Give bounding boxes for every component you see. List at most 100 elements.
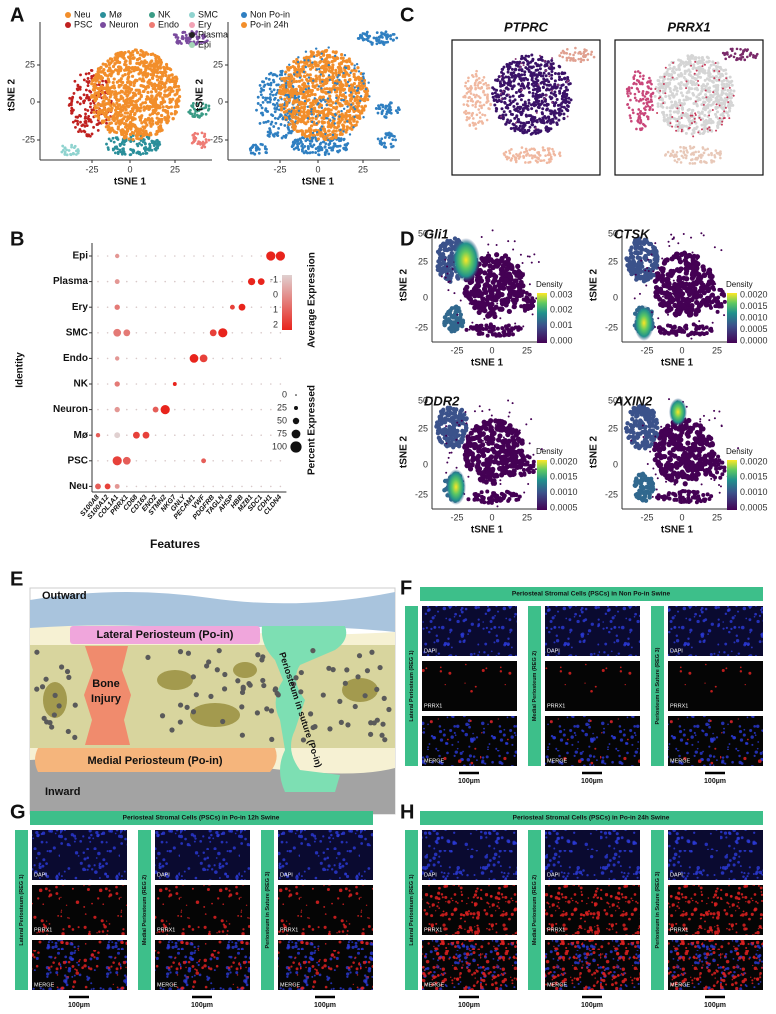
cell-dot bbox=[287, 98, 292, 103]
cell-dot bbox=[342, 107, 346, 111]
cell-dot bbox=[313, 93, 317, 97]
pore bbox=[275, 692, 281, 698]
cell-dot bbox=[96, 67, 101, 71]
cell-dot bbox=[521, 109, 525, 113]
cell-dot bbox=[296, 140, 300, 143]
pore bbox=[190, 709, 197, 715]
cell-dot bbox=[111, 136, 115, 140]
legend-label: Mø bbox=[109, 9, 122, 19]
cell-dot bbox=[362, 108, 366, 112]
cell-dot bbox=[157, 75, 161, 79]
cell-dot bbox=[276, 99, 280, 102]
cell-dot bbox=[589, 53, 593, 56]
cell-dot bbox=[119, 130, 124, 135]
cell-dot bbox=[259, 103, 263, 107]
cell-dot bbox=[102, 111, 107, 116]
cell-dot bbox=[259, 93, 263, 97]
cell-dot bbox=[550, 119, 554, 123]
cell-dot bbox=[350, 117, 354, 121]
cell-dot bbox=[273, 116, 277, 120]
cell-dot bbox=[315, 122, 318, 125]
cell-dot bbox=[137, 91, 141, 95]
cell-dot bbox=[160, 117, 164, 122]
cell-dot bbox=[144, 129, 148, 133]
y-tick-label: 25 bbox=[25, 59, 35, 69]
cell-dot bbox=[204, 112, 208, 116]
cell-dot bbox=[271, 93, 275, 97]
scatter bbox=[60, 30, 211, 157]
cell-dot bbox=[128, 132, 133, 137]
cell-dot bbox=[131, 91, 136, 95]
cell-dot bbox=[561, 92, 565, 96]
cell-dot bbox=[465, 92, 469, 95]
cell-dot bbox=[344, 143, 348, 146]
legend-swatch bbox=[189, 22, 195, 28]
cell-dot bbox=[68, 96, 72, 100]
x-tick-label: 0 bbox=[315, 164, 320, 174]
cell-dot bbox=[517, 72, 521, 76]
cell-dot bbox=[292, 142, 296, 146]
cell-dot bbox=[134, 106, 138, 110]
cell-dot bbox=[354, 123, 358, 127]
cell-dot bbox=[339, 66, 343, 71]
cell-dot bbox=[123, 62, 127, 67]
cell-dot bbox=[522, 86, 526, 90]
pore bbox=[221, 686, 228, 692]
cell-dot bbox=[645, 102, 649, 106]
cell-dot bbox=[73, 144, 77, 148]
cell-dot bbox=[517, 94, 521, 98]
cell-dot bbox=[129, 153, 133, 156]
cell-dot bbox=[309, 67, 313, 71]
cell-dot bbox=[297, 109, 301, 113]
panel-label: C bbox=[400, 4, 414, 26]
cell-dot bbox=[524, 104, 528, 108]
cell-dot bbox=[288, 114, 291, 118]
cell-dot bbox=[629, 92, 632, 95]
cell-dot bbox=[560, 51, 563, 55]
cell-dot bbox=[192, 107, 196, 111]
cell-dot bbox=[360, 111, 364, 115]
legend-label: SMC bbox=[198, 9, 219, 19]
cell-dot bbox=[87, 72, 91, 75]
cell-dot bbox=[163, 108, 167, 113]
cell-dot bbox=[162, 66, 167, 71]
cell-dot bbox=[63, 150, 67, 154]
cell-dot bbox=[63, 153, 67, 156]
cell-dot bbox=[100, 119, 105, 123]
cell-dot bbox=[249, 148, 253, 152]
cell-dot bbox=[530, 76, 534, 80]
cell-dot bbox=[552, 113, 556, 117]
pore bbox=[298, 689, 304, 695]
cell-dot bbox=[278, 103, 282, 107]
cell-dot bbox=[565, 58, 569, 62]
cell-dot bbox=[89, 120, 93, 124]
cell-dot bbox=[162, 83, 167, 88]
cell-dot bbox=[177, 88, 181, 92]
cell-dot bbox=[484, 81, 488, 85]
cell-dot bbox=[61, 144, 65, 148]
cell-dot bbox=[320, 89, 324, 93]
cell-dot bbox=[530, 120, 534, 124]
cell-dot bbox=[191, 102, 195, 105]
legend-label: Non Po-in bbox=[250, 9, 290, 19]
cell-dot bbox=[482, 103, 486, 107]
pore bbox=[220, 718, 226, 725]
cell-dot bbox=[333, 125, 337, 129]
cell-dot bbox=[562, 51, 566, 55]
cell-dot bbox=[150, 148, 154, 152]
cell-dot bbox=[146, 116, 151, 120]
cell-dot bbox=[684, 156, 688, 160]
bone-pores bbox=[34, 648, 392, 743]
cell-dot bbox=[204, 103, 208, 107]
cell-dot bbox=[362, 116, 365, 119]
cell-dot bbox=[647, 85, 650, 89]
cell-dot bbox=[512, 104, 516, 108]
cell-dot bbox=[106, 74, 110, 78]
cell-dot bbox=[154, 147, 158, 151]
cell-dot bbox=[331, 50, 335, 54]
cell-dot bbox=[277, 83, 280, 87]
cell-dot bbox=[153, 102, 158, 106]
cell-dot bbox=[121, 147, 125, 151]
pore bbox=[300, 737, 307, 743]
cell-dot bbox=[254, 148, 258, 152]
